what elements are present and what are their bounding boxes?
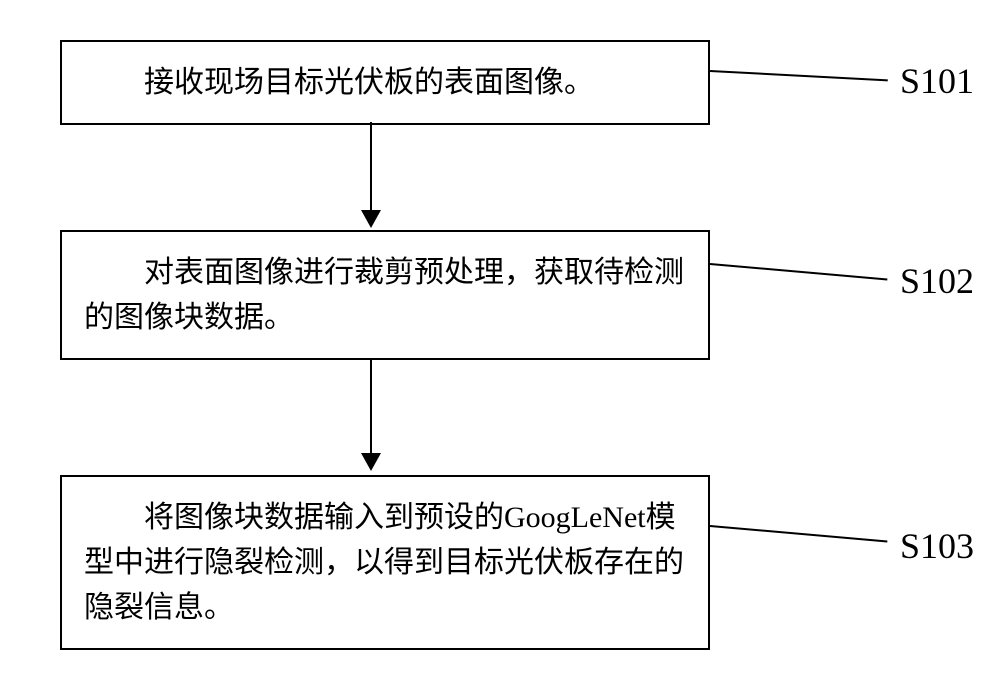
arrow-1-2-line	[370, 122, 372, 212]
step-2-text: 对表面图像进行裁剪预处理，获取待检测的图像块数据。	[84, 250, 686, 340]
step-3-text: 将图像块数据输入到预设的GoogLeNet模型中进行隐裂检测，以得到目标光伏板存…	[84, 495, 686, 630]
step-3-label: S103	[900, 525, 974, 567]
arrow-1-2-head	[361, 210, 381, 228]
step-3-box: 将图像块数据输入到预设的GoogLeNet模型中进行隐裂检测，以得到目标光伏板存…	[60, 475, 710, 650]
step-1-box: 接收现场目标光伏板的表面图像。	[60, 40, 710, 125]
step-2-connector	[710, 263, 887, 281]
step-3-connector	[710, 525, 887, 543]
arrow-2-3-head	[361, 453, 381, 471]
flowchart-container: 接收现场目标光伏板的表面图像。 S101 对表面图像进行裁剪预处理，获取待检测的…	[40, 25, 960, 648]
step-1-container: 接收现场目标光伏板的表面图像。	[60, 40, 710, 125]
step-3-container: 将图像块数据输入到预设的GoogLeNet模型中进行隐裂检测，以得到目标光伏板存…	[60, 475, 710, 650]
step-2-container: 对表面图像进行裁剪预处理，获取待检测的图像块数据。	[60, 230, 710, 360]
step-2-label: S102	[900, 260, 974, 302]
step-1-label: S101	[900, 60, 974, 102]
arrow-2-3-line	[370, 360, 372, 455]
step-1-connector	[710, 70, 888, 81]
step-1-text: 接收现场目标光伏板的表面图像。	[84, 60, 686, 105]
step-2-box: 对表面图像进行裁剪预处理，获取待检测的图像块数据。	[60, 230, 710, 360]
